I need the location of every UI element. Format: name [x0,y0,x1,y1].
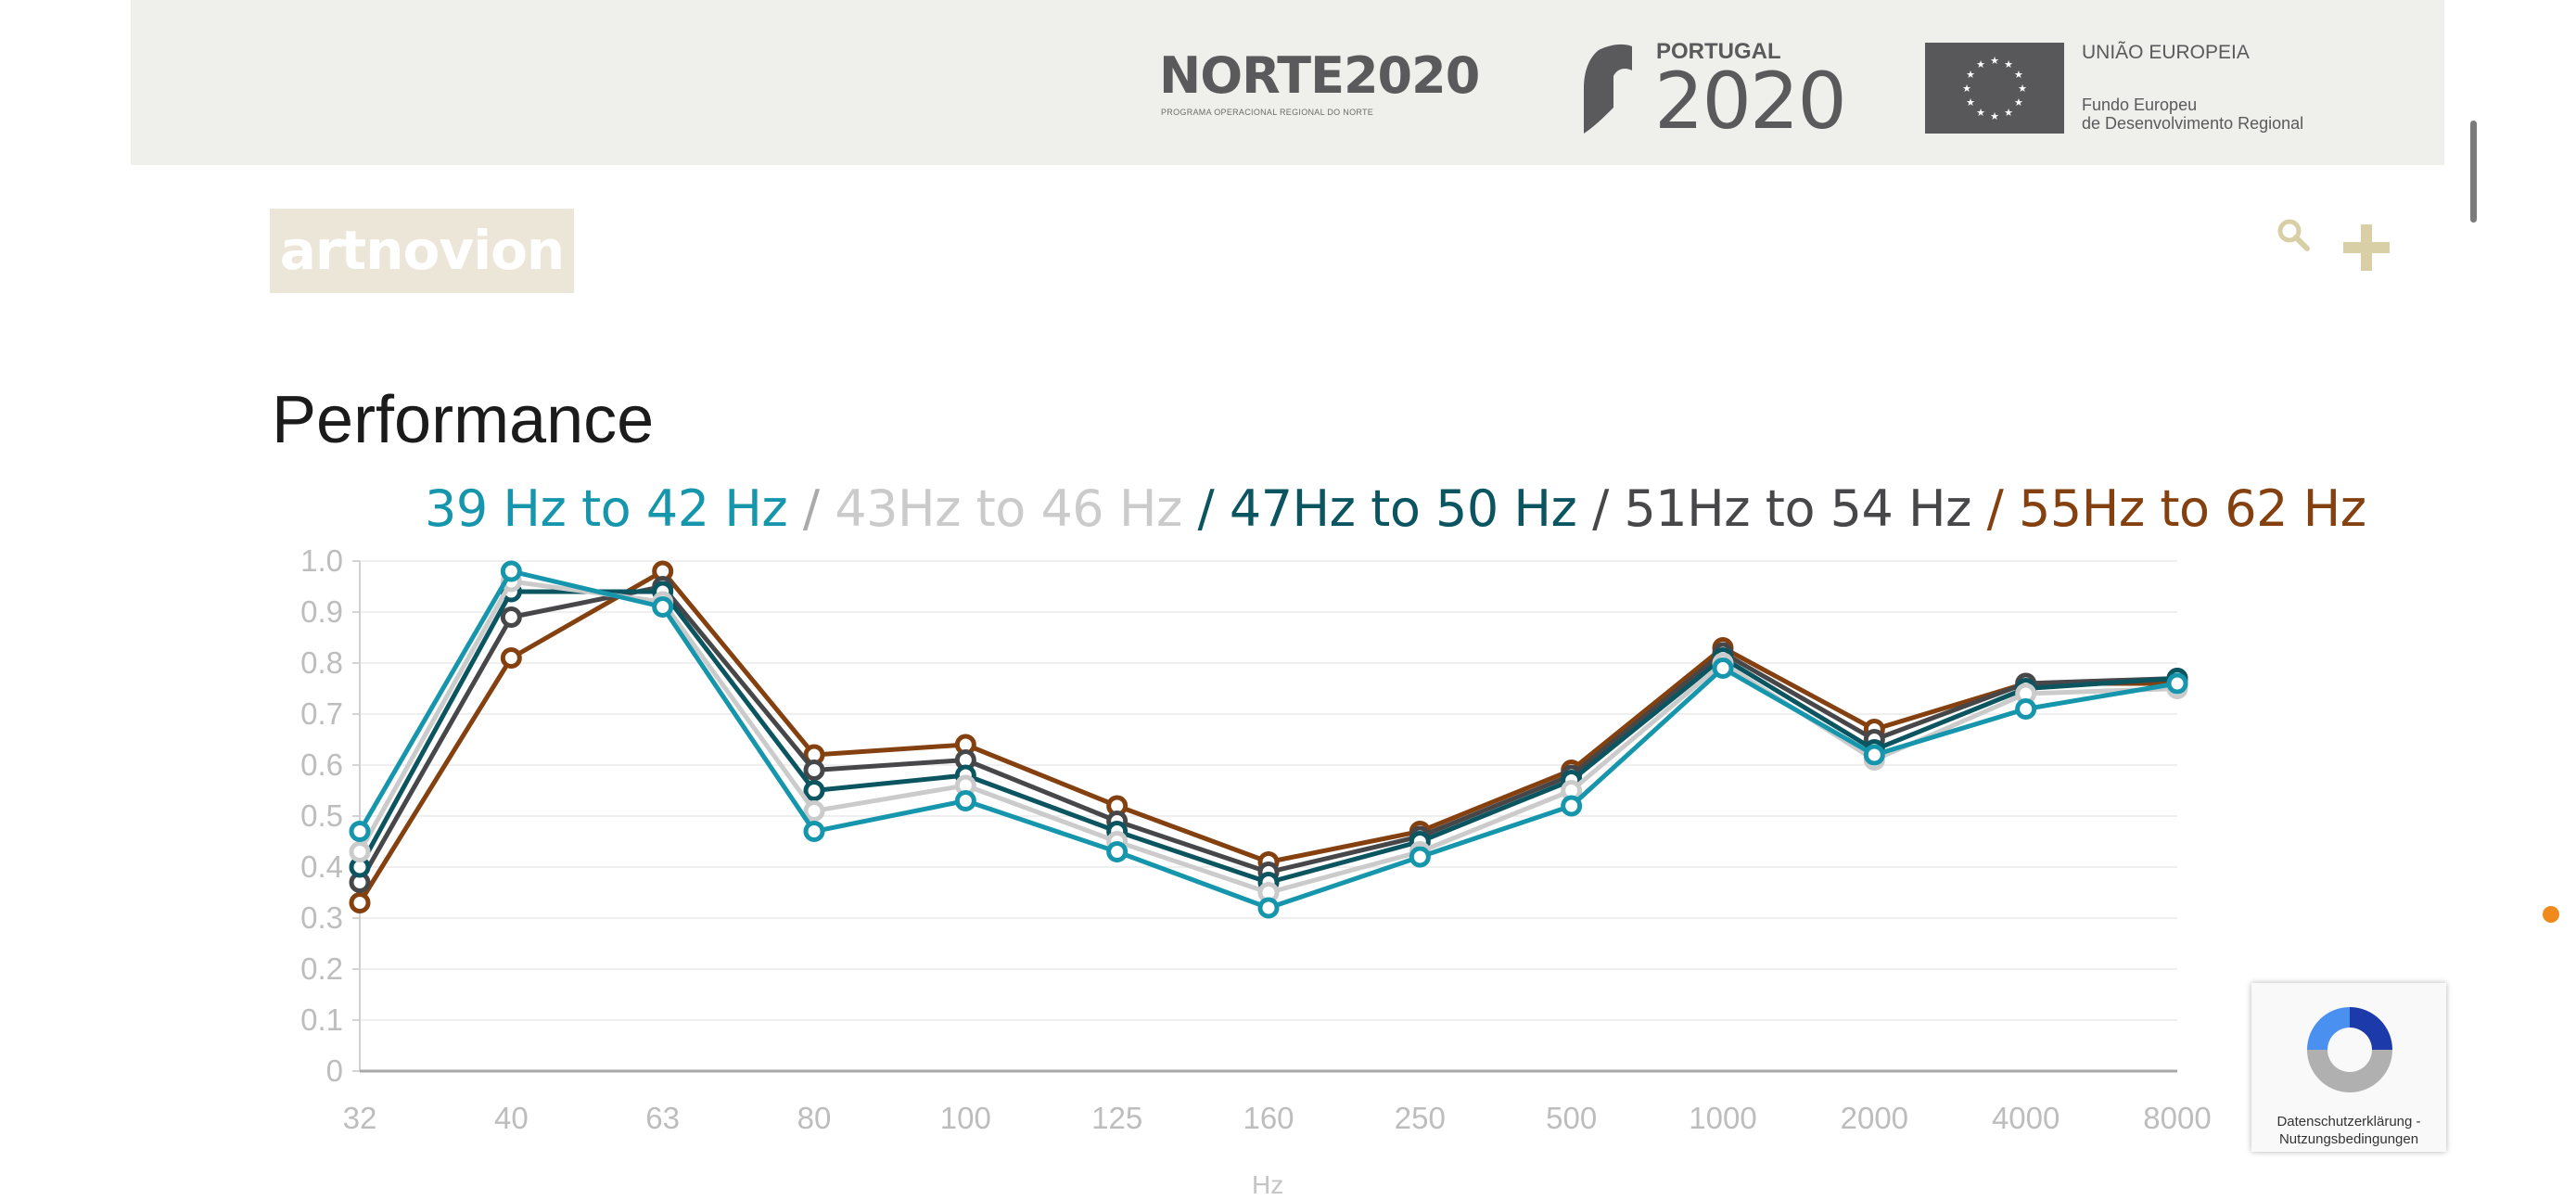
y-tick-label: 0 [326,1053,343,1088]
menu-toggle-button[interactable] [2341,223,2391,273]
data-point [954,790,976,811]
y-tick-label: 0.3 [300,900,343,935]
y-tick-label: 0.1 [300,1002,343,1037]
x-tick-label: 8000 [2143,1101,2211,1135]
x-tick-label: 125 [1091,1101,1142,1135]
eu-star-icon: ★ [1966,69,1975,81]
eu-star-icon: ★ [2014,69,2023,81]
eu-title: UNIÃO EUROPEIA [2082,42,2250,63]
legend-item-39-42: 39 Hz to 42 Hz [425,479,788,538]
data-point [803,780,825,801]
legend-separator: / [1197,479,1215,538]
recaptcha-terms-link[interactable]: Nutzungsbedingungen [2278,1131,2419,1147]
eu-star-icon: ★ [2014,96,2023,109]
y-tick-label: 0.5 [300,798,343,833]
data-point [500,560,522,582]
x-tick-label: 250 [1395,1101,1446,1135]
eu-star-icon: ★ [2004,107,2013,119]
norte2020-title: NORTE2020 [1159,46,1480,105]
eu-flag-icon: ★ ★ ★ ★ ★ ★ ★ ★ ★ ★ ★ ★ [1925,43,2064,134]
data-point [1106,841,1129,862]
norte2020-subtitle: PROGRAMA OPERACIONAL REGIONAL DO NORTE [1161,108,1374,117]
data-point [1863,744,1885,766]
legend-item-55-62: 55Hz to 62 Hz [2019,479,2366,538]
y-tick-label: 0.6 [300,747,343,782]
brand-name: artnovion [279,219,565,282]
y-tick-label: 0.2 [300,951,343,986]
data-point [803,821,825,842]
legend-item-43-46: 43Hz to 46 Hz [835,479,1182,538]
legend-separator: / [1986,479,2004,538]
page-scrollbar-thumb[interactable] [2470,121,2477,223]
data-point [1257,897,1280,919]
series-line [357,584,2178,884]
legend-item-47-50: 47Hz to 50 Hz [1229,479,1577,538]
y-tick-label: 1.0 [300,543,343,578]
data-point [500,606,522,628]
brand-logo[interactable]: artnovion [270,209,574,293]
data-point [349,821,371,842]
data-point [349,841,371,862]
portugal-year: 2020 [1654,56,1847,147]
y-tick-label: 0.7 [300,696,343,731]
x-tick-label: 160 [1243,1101,1294,1135]
x-tick-label: 2000 [1841,1101,1908,1135]
portugal-label: PORTUGAL [1656,39,1781,64]
x-tick-label: 100 [940,1101,991,1135]
data-point [803,800,825,822]
y-tick-label: 0.9 [300,594,343,629]
eu-star-icon: ★ [1962,83,1971,95]
recaptcha-badge[interactable]: Datenschutzerklärung - Nutzungsbedingung… [2251,983,2446,1152]
eu-fund-text: Fundo Europeu de Desenvolvimento Regiona… [2082,96,2303,133]
page-title: Performance [272,383,655,457]
x-tick-label: 4000 [1992,1101,2060,1135]
data-point [2166,672,2188,695]
x-tick-label: 32 [343,1101,377,1135]
data-point [1409,846,1431,868]
eu-fund-line2: de Desenvolvimento Regional [2082,114,2304,133]
data-point [803,760,825,781]
norte2020-logo[interactable]: NORTE2020 PROGRAMA OPERACIONAL REGIONAL … [1159,48,1549,122]
eu-star-icon: ★ [1976,58,1985,70]
legend-item-51-54: 51Hz to 54 Hz [1624,479,1971,538]
search-icon [2277,219,2310,251]
data-point [1561,795,1583,817]
search-button[interactable] [2276,217,2313,254]
y-tick-label: 0.8 [300,645,343,680]
eu-star-icon: ★ [1976,107,1985,119]
series-line [357,589,2178,885]
legend-separator: / [802,479,820,538]
eu-star-icon: ★ [2004,58,2013,70]
plus-icon [2343,224,2390,271]
data-point [652,596,674,618]
data-point [1712,657,1734,679]
data-point [2015,698,2037,720]
x-axis-title: Hz [1252,1170,1284,1199]
recaptcha-links: Datenschutzerklärung - Nutzungsbedingung… [2251,1113,2446,1148]
x-tick-label: 1000 [1689,1101,1756,1135]
data-point [500,647,522,669]
eu-star-icon: ★ [1990,110,1999,122]
portugal2020-logo[interactable]: PORTUGAL 2020 [1582,39,1888,143]
chart-legend: 39 Hz to 42 Hz / 43Hz to 46 Hz / 47Hz to… [425,479,2366,540]
eu-star-icon: ★ [1990,55,1999,67]
notification-dot[interactable] [2543,906,2559,923]
performance-chart: 1.0 0.9 0.8 0.7 0.6 0.5 0.4 0.3 0.2 0.1 032 40 63 80 1… [300,543,2212,1135]
x-tick-label: 40 [494,1101,529,1135]
portugal2020-mark-icon [1584,44,1632,134]
x-tick-label: 500 [1546,1101,1597,1135]
x-tick-label: 80 [797,1101,832,1135]
recaptcha-privacy-link[interactable]: Datenschutzerklärung [2276,1114,2413,1130]
eu-fund-line1: Fundo Europeu [2082,96,2198,114]
x-tick-label: 63 [645,1101,680,1135]
data-point [349,892,371,913]
eu-star-icon: ★ [2018,83,2027,95]
legend-separator: / [1592,479,1609,538]
y-tick-label: 0.4 [300,849,343,884]
recaptcha-icon [2307,1007,2392,1092]
eu-star-icon: ★ [1966,96,1975,109]
